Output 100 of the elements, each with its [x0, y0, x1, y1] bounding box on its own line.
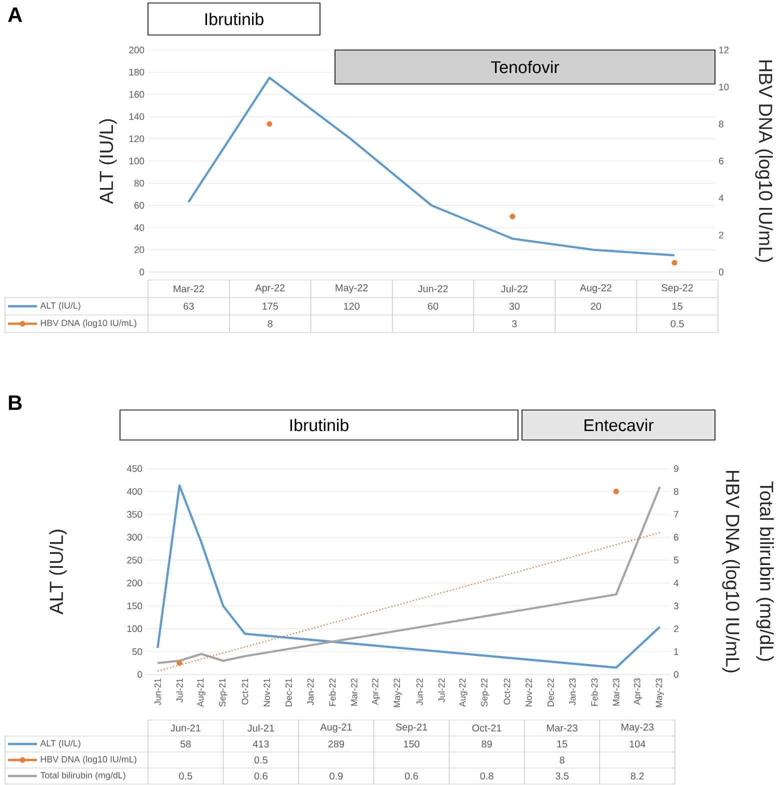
data-label: 175 [262, 302, 278, 310]
y2-tick-label: 9 [674, 465, 678, 472]
y-tick-label: 160 [129, 91, 144, 98]
legend-label: HBV DNA (log10 IU/mL) [40, 320, 136, 328]
data-label: 58 [180, 740, 191, 748]
legend-label: Total bilirubin (mg/dL) [40, 772, 126, 780]
y2-tick-label: 2 [719, 232, 724, 238]
data-label: 3 [512, 320, 517, 328]
data-label: 0.5 [254, 756, 268, 764]
x-tick-label: Feb-23 [591, 678, 598, 706]
data-label: 120 [344, 302, 360, 310]
x-tick-label: Apr-23 [634, 678, 642, 705]
x-tick-label: Jul-21 [176, 678, 183, 702]
y2-tick-label: 8 [674, 488, 678, 495]
x-tick-label: Mar-22 [174, 285, 204, 292]
point [266, 121, 272, 127]
data-label: 30 [509, 302, 520, 310]
x-tick-label: Apr-22 [255, 284, 285, 294]
y-tick-label: 0 [140, 268, 144, 276]
data-label: 15 [672, 302, 682, 310]
y-tick-label: 100 [129, 158, 144, 164]
y2-tick-label: 0 [718, 268, 724, 276]
data-label: 0.9 [330, 772, 343, 780]
y-tick-label: 180 [129, 68, 144, 76]
y-axis-title: ALT (IU/L) [99, 119, 117, 204]
data-label: 289 [328, 740, 344, 748]
y2-tick-label: 1 [674, 648, 678, 655]
data-label: 15 [557, 740, 568, 748]
y-tick-label: 140 [129, 113, 144, 120]
y-tick-label: 0 [138, 671, 142, 678]
legend-label: HBV DNA (log10 IU/mL) [40, 756, 136, 764]
data-label: 63 [184, 302, 194, 310]
y-tick-label: 150 [127, 602, 142, 610]
line-series [187, 76, 676, 256]
y2-axis-title: HBV DNA (log10 IU/mL) [755, 60, 773, 262]
y2-tick-label: 12 [719, 46, 729, 54]
y-tick-label: 250 [127, 556, 142, 564]
x-tick-label: Jul-22 [438, 678, 445, 702]
category-label: Sep-21 [396, 723, 428, 733]
y-tick-label: 400 [126, 488, 142, 495]
y2-tick-label: 2 [674, 625, 678, 632]
data-label: 104 [630, 740, 646, 748]
text: HBV DNA (log10 IU/mL) [722, 471, 740, 672]
data-label: 8 [560, 756, 564, 764]
x-tick-label: May-22 [394, 678, 402, 708]
x-tick-label: Aug-22 [459, 678, 468, 707]
x-tick-label: Jun-22 [416, 678, 423, 706]
legend-label: ALT (IU/L) [40, 740, 80, 748]
y-tick-label: 80 [134, 180, 144, 187]
legend-label: ALT (IU/L) [40, 302, 80, 310]
data-label: 8 [268, 320, 272, 328]
data-label: 0.8 [480, 772, 494, 780]
point [672, 260, 678, 266]
y-tick-label: 40 [134, 224, 144, 231]
x-tick-label: Sep-22 [662, 284, 693, 294]
category-label: May-23 [622, 723, 654, 733]
x-tick-label: May-22 [336, 284, 368, 294]
x-tick-label: Nov-22 [526, 678, 532, 706]
y2-tick-label: 8 [718, 120, 724, 128]
x-tick-label: Aug-22 [580, 284, 612, 294]
x-tick-label: Dec-22 [547, 678, 554, 706]
y-tick-label: 200 [127, 580, 142, 586]
y-tick-label: 120 [129, 135, 144, 142]
data-label: 60 [428, 302, 438, 310]
x-tick-label: Mar-23 [612, 678, 620, 706]
x-tick-label: Sep-21 [219, 678, 228, 707]
x-tick-label: Sep-22 [481, 678, 490, 707]
x-tick-label: Oct-21 [242, 678, 248, 705]
y2-tick-label: 6 [719, 158, 724, 164]
category-label: Aug-21 [320, 723, 352, 733]
x-tick-label: May-23 [656, 678, 664, 708]
x-tick-label: Mar-22 [350, 678, 358, 706]
y-tick-label: 100 [127, 625, 142, 632]
data-label: 0.5 [179, 772, 192, 780]
category-label: Mar-23 [547, 724, 578, 732]
y2-tick-label: 5 [674, 556, 678, 564]
y2-tick-label: 10 [719, 84, 729, 90]
data-label: 0.5 [670, 320, 684, 328]
x-tick-label: Oct-22 [504, 678, 510, 705]
x-tick-label: Nov-21 [264, 678, 270, 706]
category-label: Jul-21 [248, 724, 274, 732]
category-label: Jun-21 [170, 724, 200, 732]
y-tick-label: 60 [134, 202, 144, 209]
y2-tick-label: 0 [674, 671, 678, 678]
data-label: 413 [252, 740, 269, 748]
y2-axis-title: Total bilirubin (mg/dL) [756, 481, 774, 661]
data-label: 20 [590, 302, 602, 310]
data-label: 3.5 [556, 772, 569, 780]
x-tick-label: Feb-22 [329, 678, 336, 706]
chart-title: A [8, 8, 22, 22]
y-tick-label: 350 [127, 511, 142, 518]
x-tick-label: Jan-23 [569, 678, 576, 706]
data-label: 150 [404, 740, 420, 748]
data-label: 0.6 [404, 772, 418, 780]
y2-tick-label: 4 [718, 194, 724, 202]
y2-tick-label: 4 [674, 580, 679, 586]
data-label: 8.2 [630, 772, 644, 780]
y-tick-label: 20 [134, 246, 144, 254]
point [510, 214, 516, 220]
chart-title: B [8, 396, 22, 410]
